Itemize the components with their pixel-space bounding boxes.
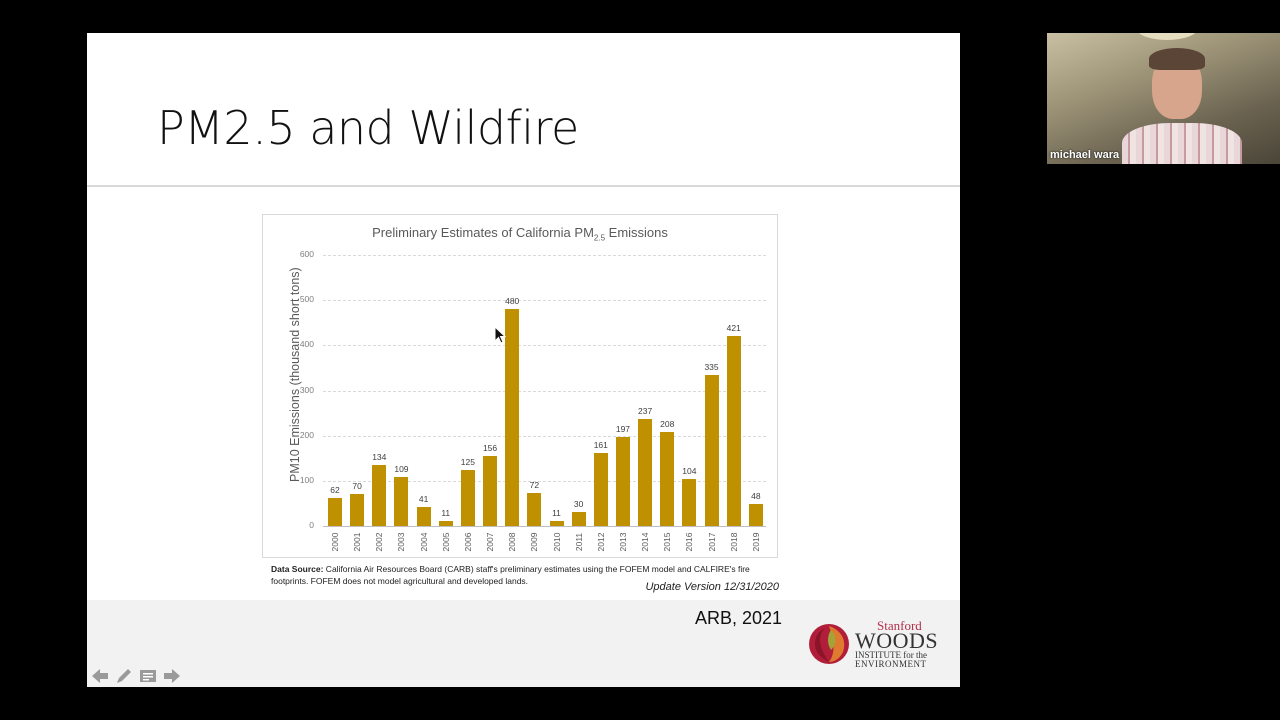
gridline — [323, 255, 766, 256]
bar-value-label: 70 — [352, 481, 362, 492]
bar-2004 — [416, 507, 431, 526]
bar-2006 — [460, 469, 475, 526]
x-tick-label: 2005 — [440, 532, 451, 552]
woods-leaf-icon — [809, 624, 849, 664]
x-axis-line — [323, 526, 766, 527]
x-tick-label: 2008 — [507, 532, 518, 552]
bar-2014 — [638, 418, 653, 526]
x-tick-label: 2003 — [396, 532, 407, 552]
bar-value-label: 109 — [394, 463, 409, 474]
bar-2016 — [682, 479, 697, 526]
bar-chart: Preliminary Estimates of California PM2.… — [262, 214, 778, 558]
bar-2001 — [350, 494, 365, 526]
bar-value-label: 480 — [505, 296, 520, 307]
bar-value-label: 161 — [593, 440, 608, 451]
participant-name: michael wara — [1050, 149, 1120, 161]
bar-value-label: 41 — [418, 494, 429, 505]
x-tick-label: 2010 — [551, 532, 562, 552]
bar-value-label: 62 — [330, 484, 340, 495]
bar-value-label: 134 — [372, 452, 387, 463]
bar-value-label: 237 — [638, 405, 653, 416]
bar-value-label: 104 — [682, 466, 697, 477]
participant-video[interactable]: michael wara — [1047, 33, 1280, 164]
x-tick-label: 2009 — [529, 532, 540, 552]
bar-value-label: 197 — [615, 424, 631, 435]
y-tick-label: 200 — [299, 429, 314, 440]
bar-2000 — [328, 497, 342, 526]
gridline — [323, 300, 766, 302]
bar-value-label: 125 — [460, 456, 475, 467]
x-tick-label: 2018 — [728, 532, 739, 552]
participant-shirt — [1122, 123, 1242, 164]
x-tick-label: 2011 — [573, 532, 584, 552]
arrow-right-icon[interactable] — [162, 666, 182, 686]
bar-2015 — [660, 432, 675, 526]
gridline — [323, 435, 766, 437]
x-tick-label: 2001 — [352, 532, 363, 552]
bar-2005 — [438, 521, 453, 526]
x-tick-label: 2000 — [330, 532, 340, 552]
bar-2018 — [726, 335, 741, 526]
bar-2007 — [483, 455, 498, 526]
bar-2009 — [527, 493, 542, 526]
y-tick-label: 0 — [309, 520, 314, 530]
y-tick-label: 400 — [299, 339, 314, 350]
title-divider — [87, 185, 960, 187]
x-tick-label: 2017 — [706, 532, 717, 552]
participant-hair — [1149, 48, 1205, 70]
update-version: Update Version 12/31/2020 — [645, 581, 779, 593]
ceiling-light — [1137, 33, 1197, 40]
bar-value-label: 11 — [441, 508, 451, 519]
stanford-woods-logo: Stanford WOODS INSTITUTE for the ENVIRON… — [807, 618, 947, 669]
bar-2017 — [704, 374, 719, 526]
x-tick-label: 2002 — [374, 532, 385, 552]
gridline — [323, 480, 766, 482]
x-tick-label: 2016 — [684, 532, 695, 552]
bar-2019 — [748, 504, 763, 526]
y-tick-label: 300 — [299, 384, 314, 395]
y-tick-label: 500 — [299, 294, 314, 305]
bar-value-label: 11 — [552, 508, 561, 519]
bar-2002 — [372, 465, 387, 526]
bar-2010 — [549, 521, 564, 526]
slideshow-nav-toolbar — [90, 665, 182, 687]
data-source-note: Data Source: California Air Resources Bo… — [271, 564, 750, 586]
arrow-left-icon[interactable] — [90, 666, 110, 686]
plot-area: 0 100 200 300 400 500 600 62 2000 70 2001 134 2002 10… — [263, 215, 779, 559]
x-tick-label: 2004 — [418, 532, 429, 552]
x-tick-label: 2014 — [640, 532, 651, 552]
bar-2012 — [593, 453, 608, 526]
presentation-slide: PM2.5 and Wildfire Preliminary Estimates… — [87, 33, 960, 687]
y-tick-label: 600 — [299, 249, 314, 259]
bar-value-label: 335 — [704, 361, 719, 372]
y-tick-label: 100 — [299, 474, 314, 485]
bar-2008 — [505, 309, 520, 526]
x-tick-label: 2019 — [750, 532, 761, 552]
chart-title: Preliminary Estimates of California PM2.… — [372, 225, 668, 243]
mouse-cursor-icon — [494, 326, 506, 344]
gridline — [323, 390, 766, 392]
bar-value-label: 30 — [573, 499, 584, 510]
bar-value-label: 156 — [482, 442, 498, 453]
x-tick-label: 2006 — [462, 532, 473, 552]
x-tick-label: 2007 — [485, 532, 496, 552]
slide-title: PM2.5 and Wildfire — [157, 101, 579, 155]
pen-icon[interactable] — [114, 666, 134, 686]
bar-value-label: 421 — [726, 322, 741, 333]
menu-icon[interactable] — [138, 666, 158, 686]
bar-2011 — [571, 512, 586, 526]
citation: ARB, 2021 — [695, 608, 783, 628]
bar-value-label: 48 — [751, 491, 761, 502]
gridline — [323, 345, 766, 347]
bar-2003 — [394, 476, 409, 526]
bar-2013 — [615, 437, 630, 526]
x-tick-label: 2012 — [595, 532, 606, 552]
x-tick-label: 2013 — [617, 532, 628, 552]
bar-value-label: 208 — [660, 419, 675, 430]
x-tick-label: 2015 — [662, 532, 673, 552]
bar-value-label: 72 — [529, 480, 540, 491]
